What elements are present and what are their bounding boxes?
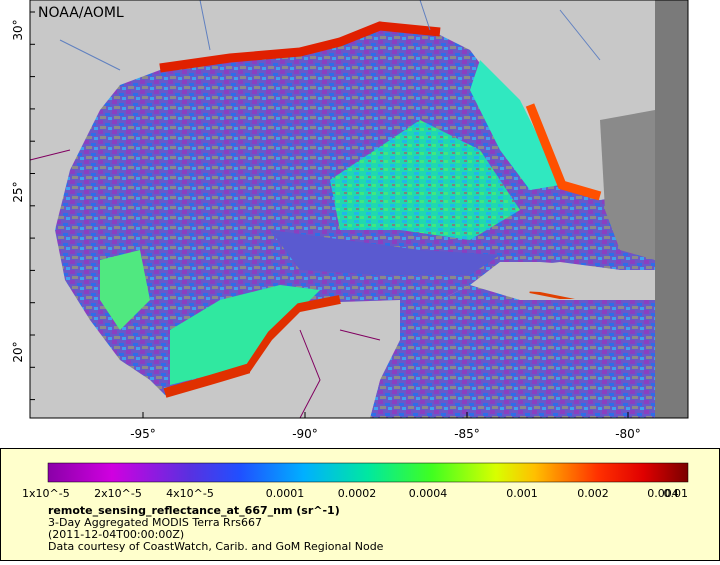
channel-patch: [270, 230, 500, 275]
rivers: [59, 0, 601, 71]
colorbar: [47, 462, 689, 483]
atlantic-data: [600, 110, 655, 260]
colorbar-label: 0.002: [577, 487, 609, 500]
florida-shelf: [470, 60, 560, 190]
lon-label: -80°: [615, 427, 641, 441]
lat-label: 20°: [11, 341, 25, 362]
colorbar-label: 0.001: [506, 487, 538, 500]
colorbar-label: 0.004: [647, 487, 679, 500]
legend-line: Data courtesy of CoastWatch, Carib. and …: [48, 540, 384, 553]
lon-label: -95°: [130, 427, 156, 441]
credit: NOAA/AOML: [38, 5, 124, 21]
colorbar-label: 0.0004: [409, 487, 448, 500]
legend-line: (2011-12-04T00:00:00Z): [48, 528, 184, 541]
coast-red-florida: [525, 103, 602, 201]
legend-title: remote_sensing_reflectance_at_667_nm (sr…: [48, 504, 340, 517]
coast-red-campeche: [163, 295, 341, 398]
map-frame: [29, 0, 689, 419]
colorbar-label: 4x10^-5: [166, 487, 214, 500]
caribbean-data: [370, 285, 688, 418]
lon-label: -90°: [292, 427, 318, 441]
borders: [29, 149, 381, 419]
legend-line: 3-Day Aggregated MODIS Terra Rrs667: [48, 516, 262, 529]
shelf-patch: [170, 285, 320, 385]
lat-label: 25°: [11, 181, 25, 202]
mexico-patch: [100, 250, 150, 330]
colorbar-label: 2x10^-5: [94, 487, 142, 500]
green-patch: [330, 120, 520, 240]
coast-red-north: [159, 21, 441, 73]
no-data-strip: [655, 0, 688, 418]
colorbar-label: 1x10^-5: [22, 487, 70, 500]
lon-label: -85°: [454, 427, 480, 441]
lat-label: 30°: [11, 19, 25, 40]
colorbar-label: 0.0002: [338, 487, 377, 500]
cuba: [475, 262, 688, 300]
colorbar-label: 0.01: [664, 487, 689, 500]
yucatan: [250, 302, 400, 418]
colorbar-label: 0.0001: [266, 487, 305, 500]
